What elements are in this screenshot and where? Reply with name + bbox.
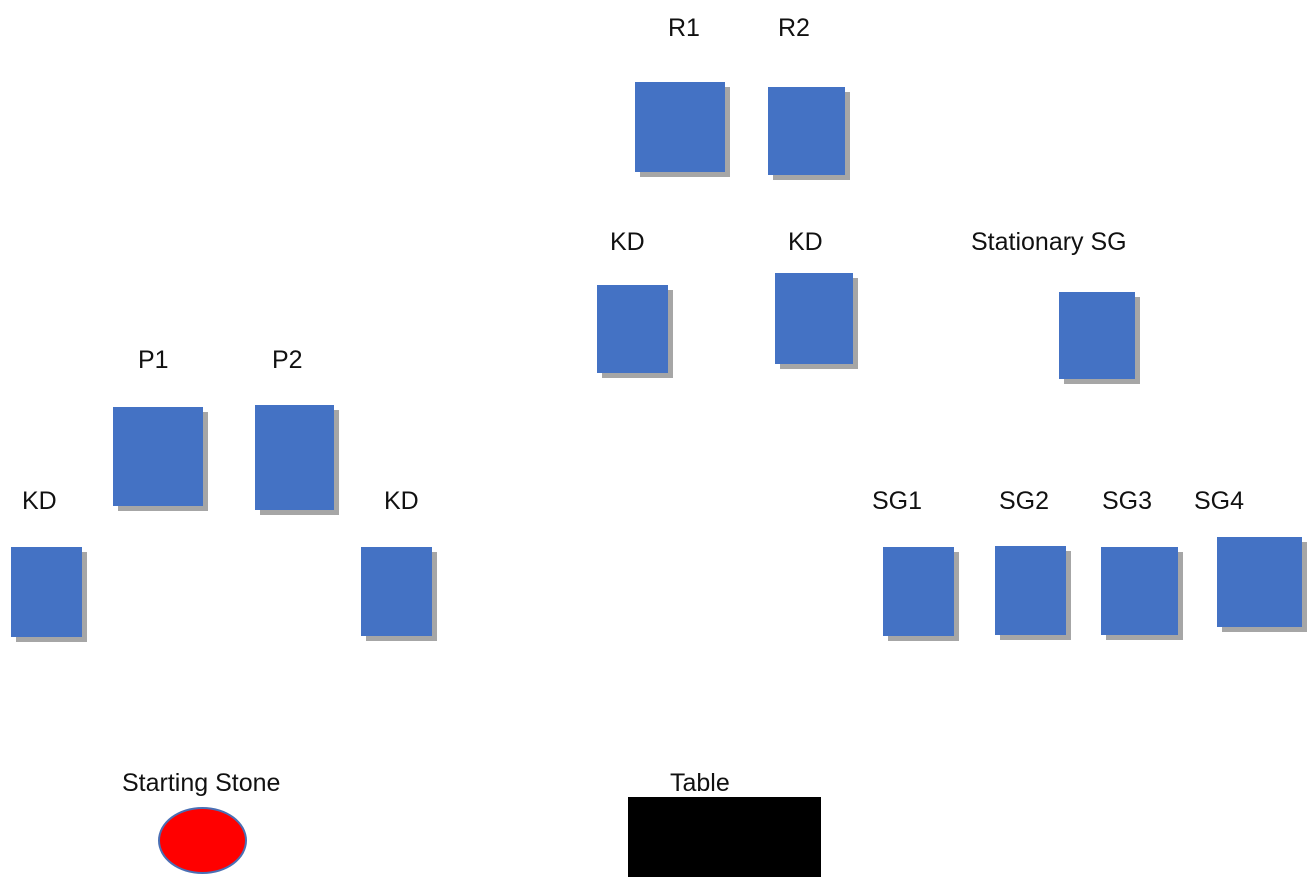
station-r1 [635, 82, 725, 172]
label-sg2: SG2 [999, 487, 1050, 515]
label-stationary-sg: Stationary SG [971, 228, 1127, 256]
label-table: Table [670, 769, 730, 797]
station-stationary-sg [1059, 292, 1135, 379]
label-kd-left-inner: KD [384, 487, 419, 515]
station-sg3 [1101, 547, 1178, 635]
label-starting-stone: Starting Stone [122, 769, 281, 797]
label-r1: R1 [668, 14, 700, 42]
table [628, 797, 821, 877]
station-p2 [255, 405, 334, 510]
station-sg2 [995, 546, 1066, 635]
label-sg3: SG3 [1102, 487, 1153, 515]
station-kd-mid-right [775, 273, 853, 364]
label-p2: P2 [272, 346, 303, 374]
station-sg1 [883, 547, 954, 636]
label-sg4: SG4 [1194, 487, 1245, 515]
station-sg4 [1217, 537, 1302, 627]
label-r2: R2 [778, 14, 810, 42]
label-kd-mid-left: KD [610, 228, 645, 256]
station-p1 [113, 407, 203, 506]
station-kd-left-outer [11, 547, 82, 637]
label-kd-left-outer: KD [22, 487, 57, 515]
label-p1: P1 [138, 346, 169, 374]
station-kd-left-inner [361, 547, 432, 636]
label-kd-mid-right: KD [788, 228, 823, 256]
label-sg1: SG1 [872, 487, 923, 515]
starting-stone [158, 807, 247, 874]
station-r2 [768, 87, 845, 175]
station-kd-mid-left [597, 285, 668, 373]
